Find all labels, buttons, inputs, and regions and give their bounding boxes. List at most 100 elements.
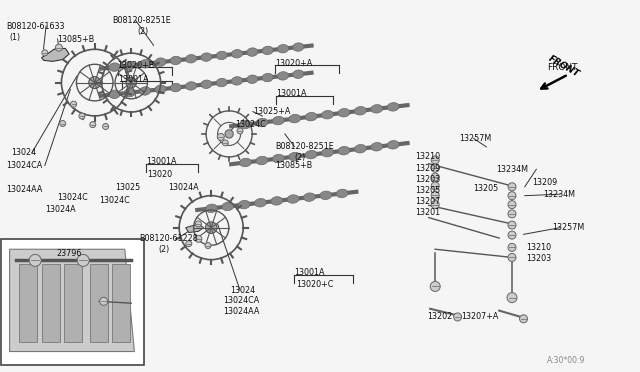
Circle shape xyxy=(100,297,108,305)
Circle shape xyxy=(218,134,224,140)
Circle shape xyxy=(507,293,517,302)
Ellipse shape xyxy=(292,70,304,78)
Text: 23796: 23796 xyxy=(56,249,82,258)
Circle shape xyxy=(508,183,516,191)
Ellipse shape xyxy=(273,116,284,125)
Text: B08120-8251E: B08120-8251E xyxy=(275,142,334,151)
Text: 13024CA: 13024CA xyxy=(223,296,259,305)
Text: 13234M: 13234M xyxy=(496,165,528,174)
Circle shape xyxy=(195,221,202,227)
Text: 13207: 13207 xyxy=(415,197,440,206)
Circle shape xyxy=(126,77,136,88)
Text: 13020: 13020 xyxy=(147,170,172,179)
Text: 13025+A: 13025+A xyxy=(253,107,290,116)
Ellipse shape xyxy=(305,150,317,159)
Circle shape xyxy=(431,191,439,199)
Text: 13001A: 13001A xyxy=(276,89,307,98)
Circle shape xyxy=(29,254,41,266)
Text: A:30*00:9: A:30*00:9 xyxy=(547,356,586,365)
Ellipse shape xyxy=(256,118,268,127)
Text: 13024C: 13024C xyxy=(99,196,130,205)
Circle shape xyxy=(508,231,516,239)
Ellipse shape xyxy=(247,75,258,83)
Circle shape xyxy=(102,124,109,129)
Ellipse shape xyxy=(247,48,258,56)
Text: 13207+A: 13207+A xyxy=(461,312,498,321)
Circle shape xyxy=(186,241,192,247)
Text: (1): (1) xyxy=(10,33,20,42)
Ellipse shape xyxy=(140,87,150,95)
Ellipse shape xyxy=(338,147,350,155)
Ellipse shape xyxy=(277,45,289,53)
Text: 13025: 13025 xyxy=(115,183,140,192)
Circle shape xyxy=(508,221,516,229)
Ellipse shape xyxy=(292,43,304,51)
Circle shape xyxy=(508,192,516,200)
Text: 13203: 13203 xyxy=(526,254,551,263)
Circle shape xyxy=(205,243,211,248)
Bar xyxy=(112,264,130,342)
Text: 13085+B: 13085+B xyxy=(58,35,95,44)
Circle shape xyxy=(89,77,100,89)
Text: 13001A: 13001A xyxy=(118,76,149,84)
Ellipse shape xyxy=(124,61,136,70)
Ellipse shape xyxy=(109,63,120,71)
Text: 13024C: 13024C xyxy=(58,193,88,202)
Ellipse shape xyxy=(238,201,250,209)
Text: 13085+B: 13085+B xyxy=(275,161,312,170)
Ellipse shape xyxy=(336,189,348,198)
Ellipse shape xyxy=(387,103,399,111)
Circle shape xyxy=(205,222,217,233)
Bar xyxy=(64,264,82,342)
Text: 13209: 13209 xyxy=(415,164,440,173)
Ellipse shape xyxy=(232,49,243,58)
Circle shape xyxy=(508,201,516,209)
Ellipse shape xyxy=(355,144,366,153)
Text: 13024: 13024 xyxy=(12,148,36,157)
Circle shape xyxy=(56,44,62,51)
Ellipse shape xyxy=(222,202,234,211)
Circle shape xyxy=(520,315,527,323)
Polygon shape xyxy=(42,48,69,61)
Text: 13024AA: 13024AA xyxy=(6,185,43,194)
Ellipse shape xyxy=(387,141,399,149)
Text: 13205: 13205 xyxy=(415,186,440,195)
Circle shape xyxy=(508,210,516,218)
Ellipse shape xyxy=(338,109,350,117)
Text: 13205: 13205 xyxy=(474,185,499,193)
Ellipse shape xyxy=(355,106,366,115)
Text: 13024C: 13024C xyxy=(236,121,266,129)
Circle shape xyxy=(90,122,96,128)
Circle shape xyxy=(70,101,77,107)
Ellipse shape xyxy=(216,78,227,87)
Circle shape xyxy=(77,254,89,266)
Ellipse shape xyxy=(256,156,268,165)
Text: 13257M: 13257M xyxy=(460,134,492,143)
Ellipse shape xyxy=(109,90,120,99)
Circle shape xyxy=(42,50,48,56)
Bar xyxy=(19,264,37,342)
Ellipse shape xyxy=(262,46,273,55)
Ellipse shape xyxy=(155,85,166,93)
Polygon shape xyxy=(10,249,134,352)
Text: 13001A: 13001A xyxy=(146,157,177,166)
Ellipse shape xyxy=(271,197,283,205)
Circle shape xyxy=(222,140,228,146)
Text: 13024A: 13024A xyxy=(45,205,76,214)
Text: B08120-8251E: B08120-8251E xyxy=(112,16,171,25)
Circle shape xyxy=(508,253,516,262)
Ellipse shape xyxy=(155,58,166,66)
Text: 13024A: 13024A xyxy=(168,183,198,192)
Text: 13001A: 13001A xyxy=(294,268,325,277)
Circle shape xyxy=(225,130,233,138)
Text: (2): (2) xyxy=(294,153,306,162)
Ellipse shape xyxy=(305,112,317,121)
Text: 13020+A: 13020+A xyxy=(275,59,312,68)
Circle shape xyxy=(431,182,439,190)
Ellipse shape xyxy=(287,195,299,203)
Ellipse shape xyxy=(232,77,243,85)
Ellipse shape xyxy=(273,154,284,163)
Ellipse shape xyxy=(320,191,332,199)
Ellipse shape xyxy=(255,199,266,207)
Ellipse shape xyxy=(322,110,333,119)
